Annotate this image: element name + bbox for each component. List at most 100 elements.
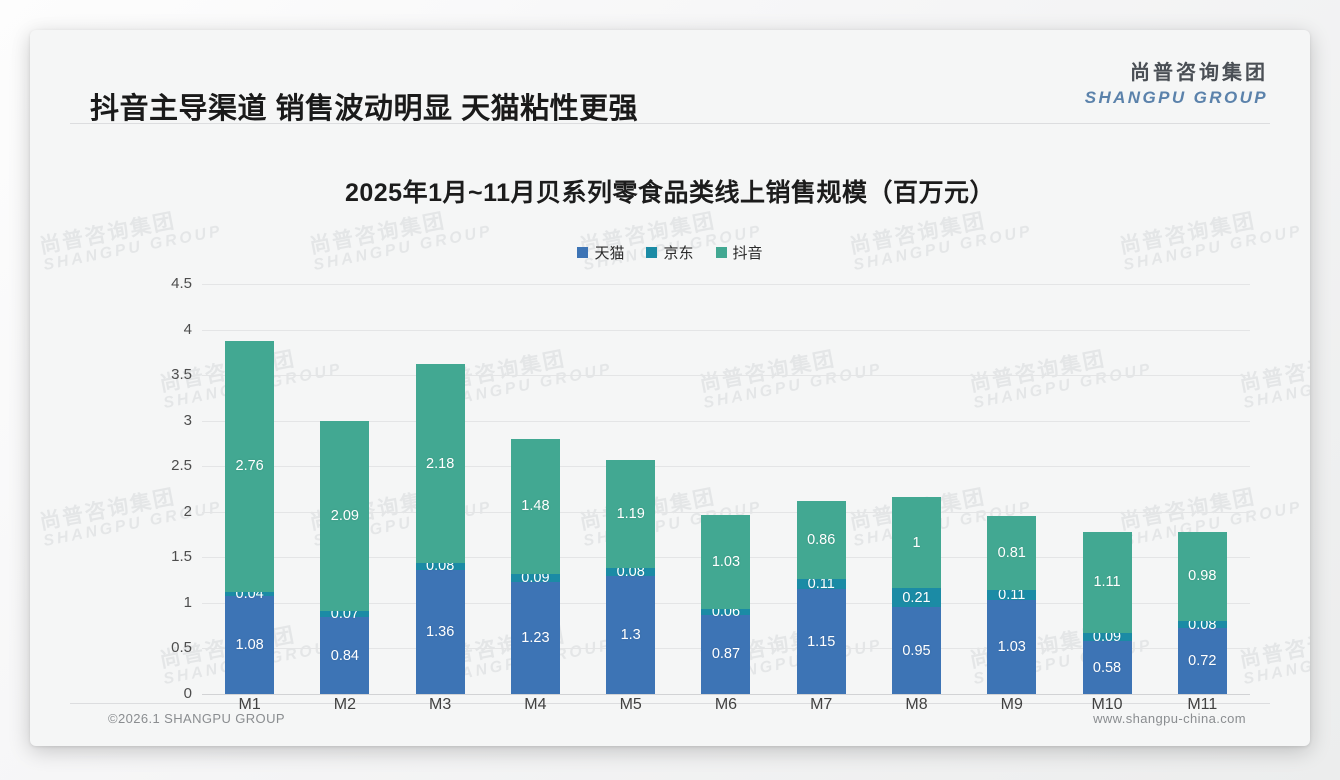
bar-segment-天猫[interactable]: 0.87 <box>701 614 751 694</box>
slide-header: 抖音主导渠道 销售波动明显 天猫粘性更强 尚普咨询集团 SHANGPU GROU… <box>30 30 1310 125</box>
bar-segment-抖音[interactable]: 0.98 <box>1177 531 1227 622</box>
bar-segment-抖音[interactable]: 0.81 <box>987 516 1037 591</box>
bar-segment-京东[interactable]: 0.21 <box>891 588 941 608</box>
bar-segment-京东[interactable]: 0.09 <box>510 570 560 586</box>
y-axis-tick-label: 1.5 <box>171 548 192 566</box>
bar-value-label: 1.23 <box>521 629 550 646</box>
bar-value-label: 0.86 <box>807 532 836 549</box>
bar-segment-天猫[interactable]: 1.3 <box>606 575 656 694</box>
bar-segment-京东[interactable]: 0.11 <box>796 576 846 592</box>
brand-logo: 尚普咨询集团 SHANGPU GROUP <box>1085 63 1268 106</box>
bar-value-label: 1 <box>912 534 921 551</box>
bar-segment-京东[interactable]: 0.04 <box>225 586 275 602</box>
chart-gridline <box>202 694 1250 695</box>
bar-column-M1[interactable]: 1.08 0.04 2.76 <box>202 284 297 694</box>
bar-segment-京东[interactable]: 0.08 <box>415 558 465 574</box>
bar-column-M9[interactable]: 1.03 0.11 0.81 <box>964 284 1059 694</box>
page-title: 抖音主导渠道 销售波动明显 天猫粘性更强 <box>90 93 639 125</box>
legend-item-抖音[interactable]: 抖音 <box>715 242 763 263</box>
footer-copyright: ©2026.1 SHANGPU GROUP <box>108 711 285 726</box>
legend-swatch-icon <box>577 247 589 258</box>
chart-gridline <box>202 420 1250 422</box>
bar-value-label: 0.81 <box>997 545 1026 562</box>
bar-column-M7[interactable]: 1.15 0.11 0.86 <box>774 284 869 694</box>
bar-value-label: 0.09 <box>521 569 550 586</box>
bar-segment-天猫[interactable]: 1.15 <box>796 589 846 694</box>
bar-segment-京东[interactable]: 0.06 <box>701 604 751 620</box>
chart-gridline <box>202 284 1250 285</box>
bar-stack: 0.84 0.07 2.09 <box>320 420 370 694</box>
header-divider <box>70 123 1270 124</box>
bar-value-label: 1.36 <box>426 624 455 641</box>
bar-segment-天猫[interactable]: 0.58 <box>1082 641 1132 694</box>
bar-segment-抖音[interactable]: 1.03 <box>701 515 751 610</box>
x-axis-tick-label: M4 <box>524 696 547 713</box>
bar-stack: 0.58 0.09 1.11 <box>1082 531 1132 694</box>
x-axis-tick-label: M3 <box>429 696 452 713</box>
bar-segment-天猫[interactable]: 1.23 <box>510 581 560 694</box>
bar-value-label: 1.11 <box>1093 574 1121 591</box>
footer-website: www.shangpu-china.com <box>1093 711 1246 726</box>
bar-column-M8[interactable]: 0.95 0.21 1 <box>869 284 964 694</box>
chart-bars: 1.08 0.04 2.76 0.84 0.07 2.09 1.36 0.08 2.18 1.23… <box>202 284 1250 694</box>
legend-item-京东[interactable]: 京东 <box>646 242 694 263</box>
bar-segment-天猫[interactable]: 1.08 <box>225 595 275 694</box>
bar-segment-天猫[interactable]: 0.95 <box>891 607 941 694</box>
bar-column-M11[interactable]: 0.72 0.08 0.98 <box>1155 284 1250 694</box>
bar-segment-抖音[interactable]: 1.19 <box>606 459 656 569</box>
bar-segment-天猫[interactable]: 0.72 <box>1177 628 1227 694</box>
bar-segment-天猫[interactable]: 1.03 <box>987 600 1037 694</box>
chart-title: 2025年1月~11月贝系列零食品类线上销售规模（百万元） <box>344 179 996 207</box>
x-axis-tick-label: M1 <box>238 696 261 713</box>
y-axis-tick-label: 3.5 <box>171 366 192 384</box>
bar-segment-天猫[interactable]: 1.36 <box>415 570 465 694</box>
bar-column-M2[interactable]: 0.84 0.07 2.09 <box>297 284 392 694</box>
bar-segment-抖音[interactable]: 1.11 <box>1082 531 1132 633</box>
y-axis-tick-label: 4 <box>183 320 192 338</box>
bar-stack: 0.95 0.21 1 <box>891 497 941 694</box>
bar-value-label: 1.19 <box>616 506 645 523</box>
bar-stack: 1.3 0.08 1.19 <box>606 459 656 694</box>
bar-value-label: 0.58 <box>1092 659 1122 676</box>
bar-column-M6[interactable]: 0.87 0.06 1.03 <box>678 284 773 694</box>
bar-column-M4[interactable]: 1.23 0.09 1.48 <box>488 284 583 694</box>
legend-item-天猫[interactable]: 天猫 <box>577 242 624 263</box>
chart-plot-area: 4.5 4 3.5 3 2.5 2 1.5 1 0.5 0 1.08 0.04 2.76 0.84 0.0… <box>140 275 1250 713</box>
y-axis-tick-label: 4.5 <box>171 275 192 292</box>
bar-segment-抖音[interactable]: 1 <box>891 497 941 589</box>
bar-segment-抖音[interactable]: 2.18 <box>415 364 465 563</box>
logo-chinese-text: 尚普咨询集团 <box>1130 62 1268 84</box>
x-axis-tick-label: M7 <box>810 696 833 713</box>
bar-column-M3[interactable]: 1.36 0.08 2.18 <box>393 284 488 694</box>
bar-column-M10[interactable]: 0.58 0.09 1.11 <box>1060 284 1155 694</box>
bar-segment-抖音[interactable]: 2.76 <box>225 340 275 592</box>
legend-label: 京东 <box>663 245 694 262</box>
bar-value-label: 1.3 <box>620 626 641 643</box>
chart-legend: 天猫 京东 抖音 <box>30 242 1310 263</box>
bar-value-label: 2.18 <box>426 455 455 472</box>
bar-segment-京东[interactable]: 0.08 <box>606 564 656 580</box>
y-axis-tick-label: 3 <box>183 411 192 429</box>
bar-value-label: 1.03 <box>997 639 1026 656</box>
bar-value-label: 1.08 <box>235 636 264 653</box>
x-axis-tick-label: M5 <box>619 696 642 713</box>
bar-segment-京东[interactable]: 0.08 <box>1177 617 1227 633</box>
bar-segment-京东[interactable]: 0.11 <box>987 587 1037 603</box>
bar-column-M5[interactable]: 1.3 0.08 1.19 <box>583 284 678 694</box>
bar-segment-抖音[interactable]: 1.48 <box>510 438 560 574</box>
bar-value-label: 1.03 <box>711 554 741 571</box>
bar-stack: 1.36 0.08 2.18 <box>415 364 465 694</box>
bar-segment-抖音[interactable]: 2.09 <box>320 420 370 612</box>
bar-segment-抖音[interactable]: 0.86 <box>796 500 846 580</box>
bar-segment-天猫[interactable]: 0.84 <box>320 617 370 694</box>
bar-segment-京东[interactable]: 0.09 <box>1082 629 1132 645</box>
bar-value-label: 1.15 <box>807 633 836 650</box>
slide-card: 抖音主导渠道 销售波动明显 天猫粘性更强 尚普咨询集团 SHANGPU GROU… <box>30 30 1310 746</box>
bar-value-label: 0.09 <box>1092 629 1122 646</box>
bar-value-label: 0.84 <box>330 647 359 664</box>
bar-segment-京东[interactable]: 0.07 <box>320 606 370 622</box>
